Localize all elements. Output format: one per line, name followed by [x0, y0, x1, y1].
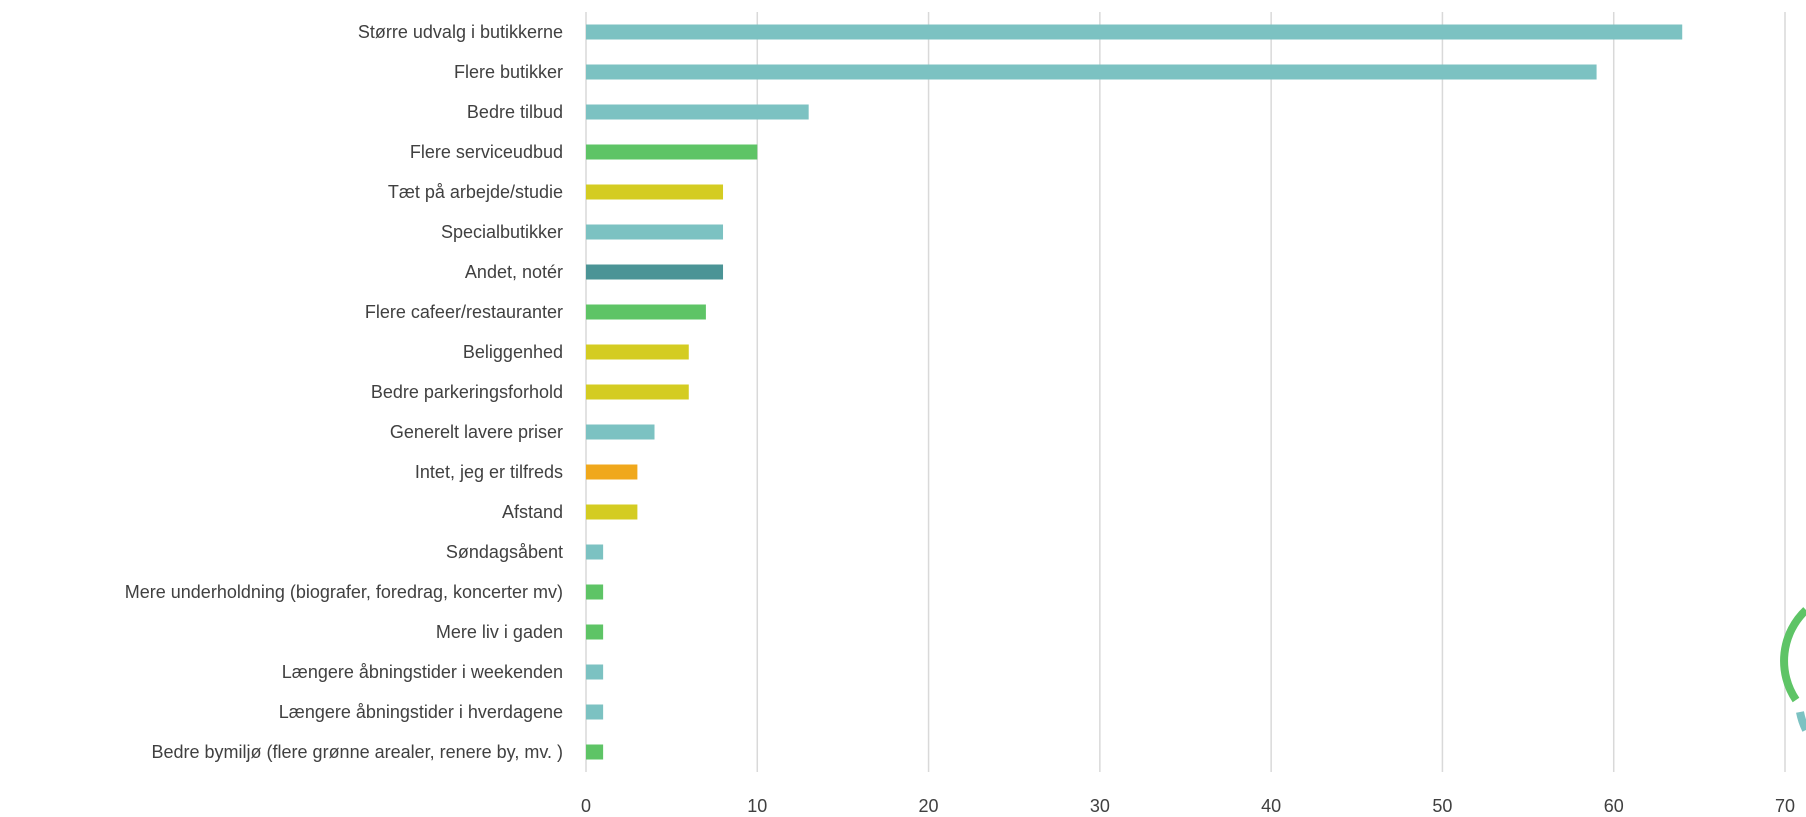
bar [586, 624, 604, 640]
x-axis-tick-labels: 0 10 20 30 40 50 60 70 [581, 796, 1795, 816]
category-label: Beliggenhed [463, 342, 563, 362]
category-label: Længere åbningstider i weekenden [282, 662, 563, 682]
category-label: Bedre parkeringsforhold [371, 382, 563, 402]
category-label: Intet, jeg er tilfreds [415, 462, 563, 482]
category-label: Flere cafeer/restauranter [365, 302, 563, 322]
category-label: Andet, notér [465, 262, 563, 282]
category-label: Mere liv i gaden [436, 622, 563, 642]
x-tick-label: 10 [747, 796, 767, 816]
bar [586, 664, 604, 680]
category-label: Større udvalg i butikkerne [358, 22, 563, 42]
bar [586, 264, 724, 280]
x-tick-label: 60 [1604, 796, 1624, 816]
category-label: Specialbutikker [441, 222, 563, 242]
logo-teal-arc [1796, 711, 1806, 732]
bar [586, 184, 724, 200]
bar [586, 584, 604, 600]
bar [586, 464, 638, 480]
category-label: Søndagsåbent [446, 542, 563, 562]
bar [586, 744, 604, 760]
category-label: Tæt på arbejde/studie [388, 182, 563, 202]
bar [586, 304, 706, 320]
category-label: Bedre tilbud [467, 102, 563, 122]
x-tick-label: 30 [1090, 796, 1110, 816]
logo-green-arc [1780, 607, 1806, 703]
x-tick-label: 70 [1775, 796, 1795, 816]
bar [586, 504, 638, 520]
bar [586, 704, 604, 720]
bar [586, 344, 689, 360]
bar [586, 104, 809, 120]
bars [586, 24, 1683, 760]
category-label: Generelt lavere priser [390, 422, 563, 442]
gridlines [585, 12, 1786, 772]
logo-fragment-icon [1780, 607, 1806, 732]
category-label: Flere butikker [454, 62, 563, 82]
category-label: Flere serviceudbud [410, 142, 563, 162]
category-label: Bedre bymiljø (flere grønne arealer, ren… [152, 742, 563, 762]
x-tick-label: 20 [919, 796, 939, 816]
category-label: Mere underholdning (biografer, foredrag,… [125, 582, 563, 602]
category-label: Afstand [502, 502, 563, 522]
category-labels: Større udvalg i butikkerne Flere butikker… [125, 22, 563, 762]
bar [586, 24, 1683, 40]
bar [586, 144, 758, 160]
category-label: Længere åbningstider i hverdagene [279, 702, 563, 722]
bar [586, 544, 604, 560]
bar [586, 224, 724, 240]
bar [586, 384, 689, 400]
bar [586, 64, 1597, 80]
x-tick-label: 0 [581, 796, 591, 816]
x-tick-label: 50 [1432, 796, 1452, 816]
x-tick-label: 40 [1261, 796, 1281, 816]
bar [586, 424, 655, 440]
